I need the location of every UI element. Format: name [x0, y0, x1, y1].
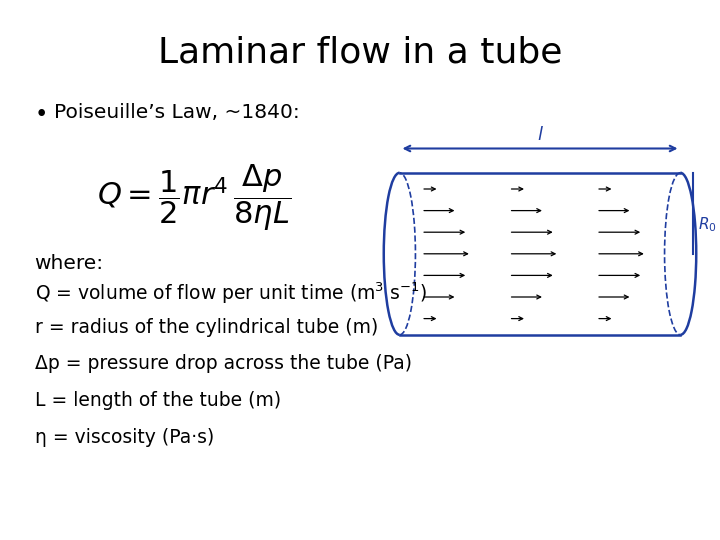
Text: where:: where: [35, 254, 104, 273]
Text: l: l [538, 126, 542, 144]
Text: •: • [35, 103, 48, 126]
Text: Laminar flow in a tube: Laminar flow in a tube [158, 35, 562, 69]
Text: Q = volume of flow per unit time (m$^3$ s$^{-1}$): Q = volume of flow per unit time (m$^3$ … [35, 281, 427, 306]
Text: L = length of the tube (m): L = length of the tube (m) [35, 391, 281, 410]
Text: $Q = \dfrac{1}{2}\pi r^4\,\dfrac{\Delta p}{8\eta L}$: $Q = \dfrac{1}{2}\pi r^4\,\dfrac{\Delta … [97, 162, 292, 233]
Bar [400, 173, 680, 335]
Text: η = viscosity (Pa·s): η = viscosity (Pa·s) [35, 428, 214, 447]
Text: Poiseuille’s Law, ~1840:: Poiseuille’s Law, ~1840: [54, 103, 300, 122]
Text: r = radius of the cylindrical tube (m): r = radius of the cylindrical tube (m) [35, 318, 378, 336]
Text: $R_0$: $R_0$ [698, 215, 717, 234]
Text: Δp = pressure drop across the tube (Pa): Δp = pressure drop across the tube (Pa) [35, 354, 412, 373]
